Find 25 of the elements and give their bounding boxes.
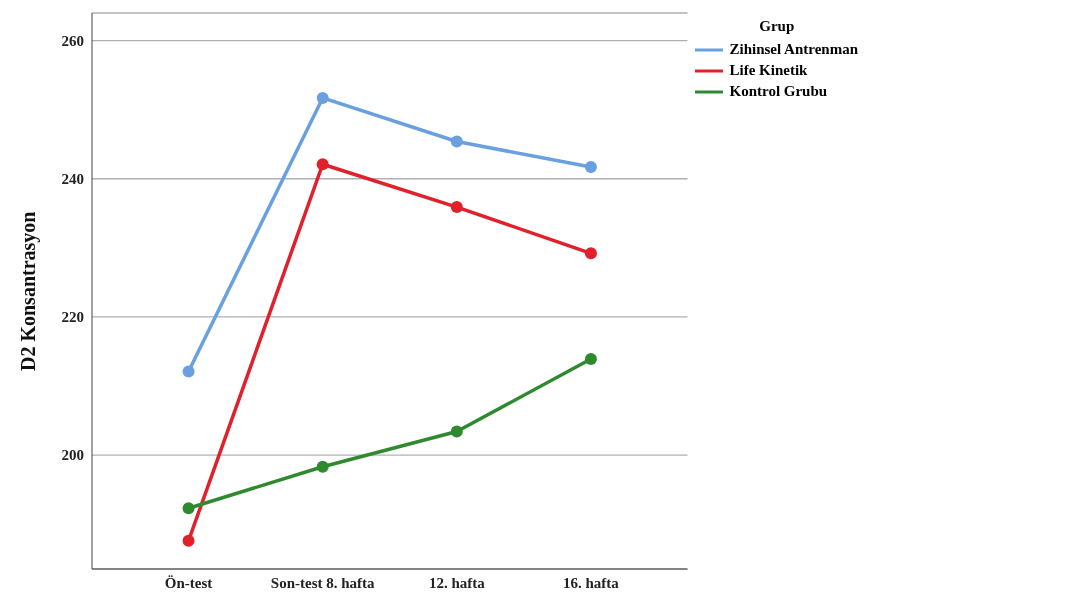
point	[584, 161, 597, 174]
legend-label: Life Kinetik	[729, 62, 808, 79]
point	[316, 158, 329, 171]
point	[450, 201, 463, 214]
point	[584, 353, 597, 366]
y-tick-label: 240	[61, 171, 84, 188]
point	[450, 135, 463, 148]
legend-title: Grup	[758, 18, 796, 35]
point	[182, 502, 195, 515]
y-tick-label: 220	[61, 309, 84, 326]
y-tick-label: 200	[61, 447, 84, 464]
x-tick-label: Ön-test	[164, 574, 213, 591]
legend-label: Kontrol Grubu	[729, 83, 828, 100]
point	[450, 425, 463, 438]
point	[316, 460, 329, 473]
point	[316, 91, 329, 104]
point	[182, 365, 195, 378]
x-tick-label: 12. hafta	[428, 574, 486, 591]
point	[584, 247, 597, 260]
y-axis-title: D2 Konsantrasyon	[17, 211, 41, 371]
x-tick-label: 16. hafta	[563, 574, 620, 591]
point	[182, 534, 195, 547]
y-tick-label: 260	[61, 32, 84, 49]
x-tick-label: Son-test 8. hafta	[270, 574, 376, 591]
legend-label: Zihinsel Antrenman	[729, 41, 858, 58]
